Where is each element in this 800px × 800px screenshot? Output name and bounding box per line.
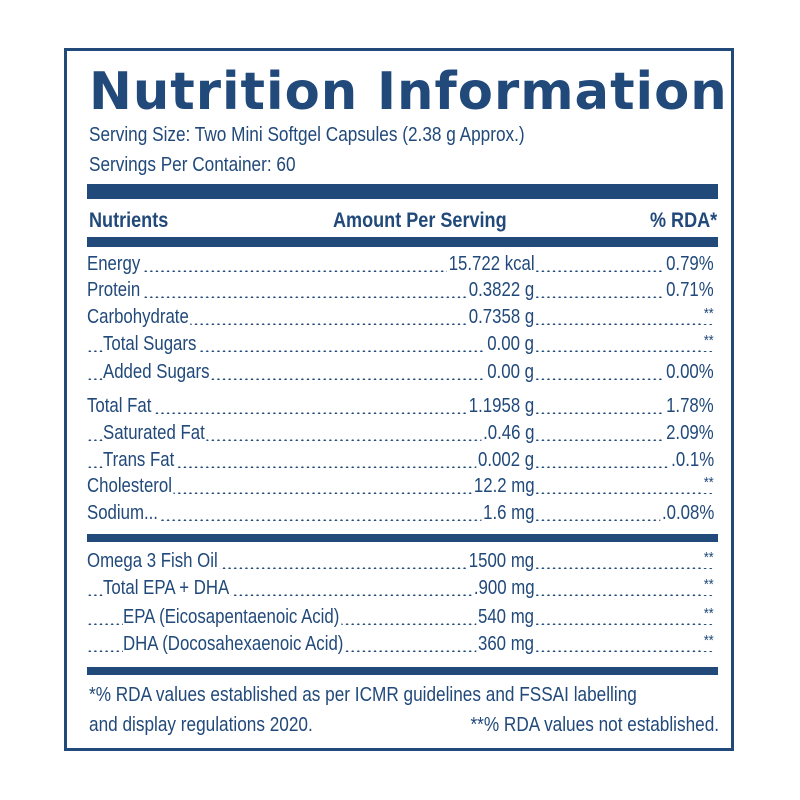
servings-per-container: Servings Per Container: 60 <box>89 154 296 176</box>
dot-leader <box>87 270 714 272</box>
nutrient-row: Protein 0.3822 g 0.71% <box>87 277 714 303</box>
label-title: Nutrition Information <box>89 62 728 122</box>
nutrient-rda: 0.79% <box>664 251 714 277</box>
divider-bar-header <box>87 237 718 247</box>
column-header-rda: % RDA* <box>639 206 717 236</box>
dot-leader <box>87 623 714 625</box>
nutrient-amount: 0.00 g <box>485 331 536 357</box>
column-header-amount-text: Amount Per Serving <box>333 209 507 232</box>
nutrient-name: Sodium... <box>87 500 160 526</box>
nutrient-rda: 0.00% <box>664 359 714 385</box>
nutrient-rda: .0.1% <box>669 447 714 473</box>
nutrient-name: DHA (Docosahexaenoic Acid) <box>123 631 346 657</box>
nutrient-name: Total Fat <box>87 393 154 419</box>
dot-leader <box>87 519 714 521</box>
column-header-rda-text: % RDA* <box>649 209 717 232</box>
nutrient-name: Protein <box>87 277 142 303</box>
divider-bar-footer <box>87 667 718 675</box>
nutrient-row: Omega 3 Fish Oil 1500 mg ** <box>87 548 714 574</box>
nutrient-row: Energy 15.722 kcal 0.79% <box>87 251 714 277</box>
nutrient-rda: 0.71% <box>664 277 714 303</box>
nutrient-row: DHA (Docosahexaenoic Acid) 360 mg ** <box>87 631 714 657</box>
nutrient-row: EPA (Eicosapentaenoic Acid) 540 mg ** <box>87 604 714 630</box>
nutrient-row: Total Sugars 0.00 g ** <box>87 331 714 357</box>
nutrient-row: Cholesterol 12.2 mg ** <box>87 473 714 499</box>
nutrient-row: Added Sugars 0.00 g 0.00% <box>87 359 714 385</box>
nutrient-amount: 1.6 mg <box>481 500 536 526</box>
dot-leader <box>87 492 714 494</box>
nutrient-name: Total EPA + DHA <box>103 575 231 601</box>
dot-leader <box>87 567 714 569</box>
nutrient-name: Saturated Fat <box>103 420 207 446</box>
nutrient-rda: ** <box>702 604 714 624</box>
divider-bar-omega <box>87 534 718 542</box>
nutrient-row: Total EPA + DHA .900 mg ** <box>87 575 714 601</box>
dot-leader <box>87 650 714 652</box>
nutrient-amount: .900 mg <box>471 575 536 601</box>
nutrient-rda: .0.08% <box>660 500 714 526</box>
nutrient-name: Cholesterol <box>87 473 174 499</box>
nutrient-amount: 0.002 g <box>476 447 536 473</box>
nutrient-amount: 360 mg <box>476 631 536 657</box>
nutrition-label: Nutrition Information Serving Size: Two … <box>64 48 734 751</box>
nutrient-name: Added Sugars <box>103 359 212 385</box>
column-header-amount: Amount Per Serving <box>333 206 535 236</box>
serving-size: Serving Size: Two Mini Softgel Capsules … <box>89 124 525 146</box>
nutrient-name: Carbohydrate <box>87 304 191 330</box>
nutrient-amount: 1500 mg <box>467 548 536 574</box>
nutrient-amount: 15.722 kcal <box>446 251 536 277</box>
nutrient-row: Sodium... 1.6 mg .0.08% <box>87 500 714 526</box>
footnote-line1: *% RDA values established as per ICMR gu… <box>89 684 637 706</box>
nutrient-name: EPA (Eicosapentaenoic Acid) <box>123 604 342 630</box>
nutrient-rda: 1.78% <box>664 393 714 419</box>
column-header-nutrients-text: Nutrients <box>89 209 169 232</box>
nutrient-row: Trans Fat 0.002 g .0.1% <box>87 447 714 473</box>
footnote-line2-left: and display regulations 2020. <box>89 714 313 736</box>
nutrient-amount: 0.00 g <box>485 359 536 385</box>
nutrient-rda: ** <box>702 575 714 595</box>
nutrient-amount: 540 mg <box>476 604 536 630</box>
nutrient-amount: 12.2 mg <box>471 473 536 499</box>
dot-leader <box>87 323 714 325</box>
nutrient-name: Omega 3 Fish Oil <box>87 548 220 574</box>
nutrient-row: Total Fat 1.1958 g 1.78% <box>87 393 714 419</box>
column-header-nutrients: Nutrients <box>89 206 181 236</box>
nutrient-rda: ** <box>702 631 714 651</box>
dot-leader <box>87 439 714 441</box>
nutrient-amount: .0.46 g <box>481 420 536 446</box>
dot-leader <box>87 350 714 352</box>
nutrient-name: Total Sugars <box>103 331 199 357</box>
nutrient-amount: 0.7358 g <box>467 304 536 330</box>
nutrient-amount: 0.3822 g <box>467 277 536 303</box>
nutrient-amount: 1.1958 g <box>467 393 536 419</box>
dot-leader <box>87 594 714 596</box>
nutrient-row: Saturated Fat .0.46 g 2.09% <box>87 420 714 446</box>
nutrient-name: Trans Fat <box>103 447 176 473</box>
dot-leader <box>87 378 714 380</box>
dot-leader <box>87 412 714 414</box>
nutrient-name: Energy <box>87 251 142 277</box>
nutrient-rda: ** <box>702 473 714 493</box>
nutrient-rda: 2.09% <box>664 420 714 446</box>
footnote-line2-right: **% RDA values not established. <box>470 714 719 736</box>
dot-leader <box>87 296 714 298</box>
dot-leader <box>87 466 714 468</box>
nutrient-rda: ** <box>702 304 714 324</box>
nutrient-rda: ** <box>702 548 714 568</box>
nutrient-rda: ** <box>702 331 714 351</box>
divider-bar-thick <box>87 184 718 199</box>
nutrient-row: Carbohydrate 0.7358 g ** <box>87 304 714 330</box>
